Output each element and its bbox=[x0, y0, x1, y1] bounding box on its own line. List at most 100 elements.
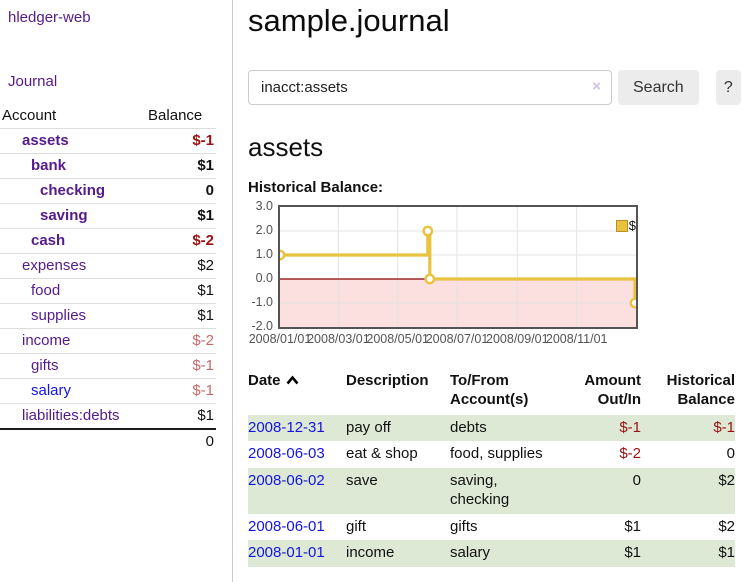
transaction-amount: $1 bbox=[624, 544, 641, 562]
y-tick-label: -1.0 bbox=[251, 295, 273, 309]
account-row-assets: assets $-1 bbox=[0, 128, 216, 154]
data-point-marker bbox=[422, 225, 434, 237]
account-link-checking[interactable]: checking bbox=[40, 182, 106, 199]
search-box: × bbox=[248, 70, 612, 105]
account-row-supplies: supplies $1 bbox=[0, 303, 216, 329]
chart-title: Historical Balance: bbox=[248, 179, 384, 196]
account-link-liabilities-debts[interactable]: liabilities:debts bbox=[22, 407, 120, 424]
x-tick-label: 2008/03/01 bbox=[307, 332, 370, 346]
clear-search-icon[interactable]: × bbox=[592, 78, 601, 95]
account-link-income[interactable]: income bbox=[22, 332, 71, 349]
main-content: sample.journal × Search ? assets Histori… bbox=[233, 0, 741, 582]
chart-canvas bbox=[278, 205, 638, 329]
transaction-description: save bbox=[346, 472, 378, 489]
account-link-expenses[interactable]: expenses bbox=[22, 257, 87, 274]
accounts-total-row: 0 bbox=[0, 428, 216, 454]
legend-label: $ bbox=[628, 218, 636, 233]
account-row-salary: salary $-1 bbox=[0, 378, 216, 404]
legend-swatch-icon bbox=[615, 219, 628, 232]
search-input[interactable] bbox=[248, 70, 612, 105]
accounts-header-row: Account Balance bbox=[0, 104, 216, 129]
transaction-amount: $1 bbox=[624, 517, 641, 535]
account-balance: $1 bbox=[146, 203, 216, 229]
account-row-bank: bank $1 bbox=[0, 153, 216, 179]
account-link-food[interactable]: food bbox=[31, 282, 61, 299]
accounts-header-balance: Balance bbox=[146, 104, 216, 129]
chart-plot-area: $ 2008/01/01 2008/03/01 2008/05/01 2008/… bbox=[249, 205, 638, 348]
search-button[interactable]: Search bbox=[618, 70, 699, 105]
account-row-gifts: gifts $-1 bbox=[0, 353, 216, 379]
spacer-cell bbox=[0, 428, 147, 454]
help-button[interactable]: ? bbox=[715, 70, 741, 105]
transaction-accounts: salary bbox=[450, 544, 491, 562]
register-table: Date Description To/From Account(s) Amou… bbox=[248, 370, 735, 567]
y-tick-label: 0.0 bbox=[255, 271, 273, 285]
transaction-balance: $1 bbox=[718, 544, 735, 562]
account-row-cash: cash $-2 bbox=[0, 228, 216, 254]
register-row: 2008-01-01 income salary $1 $1 bbox=[248, 540, 735, 567]
account-link-bank[interactable]: bank bbox=[31, 157, 67, 174]
register-header-accounts: To/From Account(s) bbox=[450, 372, 529, 408]
x-tick-label: 2008/09/01 bbox=[486, 332, 549, 346]
account-link-saving[interactable]: saving bbox=[40, 207, 88, 224]
register-row: 2008-06-02 save saving, checking 0 $2 bbox=[248, 468, 735, 514]
y-tick-label: 1.0 bbox=[255, 247, 273, 261]
account-link-salary[interactable]: salary bbox=[31, 382, 72, 399]
account-balance: $1 bbox=[146, 153, 216, 179]
y-tick-label: 2.0 bbox=[255, 223, 273, 237]
register-header-row: Date Description To/From Account(s) Amou… bbox=[248, 370, 735, 415]
transaction-accounts: debts bbox=[450, 418, 487, 436]
account-balance: $-2 bbox=[146, 228, 216, 254]
transaction-date-link[interactable]: 2008-06-01 bbox=[248, 517, 325, 535]
transaction-date-link[interactable]: 2008-01-01 bbox=[248, 544, 325, 562]
register-row: 2008-06-01 gift gifts $1 $2 bbox=[248, 514, 735, 541]
transaction-amount: $-2 bbox=[619, 445, 641, 463]
account-balance: $-1 bbox=[146, 128, 216, 154]
account-link-gifts[interactable]: gifts bbox=[31, 357, 59, 374]
transaction-date-link[interactable]: 2008-06-02 bbox=[248, 472, 325, 489]
register-row: 2008-12-31 pay off debts $-1 $-1 bbox=[248, 414, 735, 442]
chart-legend: $ bbox=[615, 218, 636, 233]
register-header-amount: Amount Out/In bbox=[584, 372, 641, 408]
accounts-table: Account Balance assets $-1 bank $1 check… bbox=[0, 104, 216, 454]
account-heading: assets bbox=[248, 132, 324, 162]
data-point-marker bbox=[280, 249, 286, 261]
accounts-header-account: Account bbox=[0, 104, 147, 129]
chart-y-axis: 3.0 2.0 1.0 0.0 -1.0 -2.0 bbox=[248, 199, 278, 333]
account-balance: $1 bbox=[146, 303, 216, 329]
register-header-balance: Historical Balance bbox=[666, 372, 735, 408]
chevron-up-icon bbox=[286, 375, 299, 385]
register-row: 2008-06-03 eat & shop food, supplies $-2… bbox=[248, 441, 735, 468]
account-row-saving: saving $1 bbox=[0, 203, 216, 229]
account-link-assets[interactable]: assets bbox=[22, 132, 69, 149]
account-link-cash[interactable]: cash bbox=[31, 232, 66, 249]
account-balance: $-2 bbox=[146, 328, 216, 354]
transaction-amount: 0 bbox=[632, 472, 641, 489]
transaction-date-link[interactable]: 2008-12-31 bbox=[248, 418, 325, 436]
transaction-description: eat & shop bbox=[346, 445, 418, 463]
register-header-date[interactable]: Date bbox=[248, 370, 346, 415]
account-row-checking: checking 0 bbox=[0, 178, 216, 204]
page-title: sample.journal bbox=[248, 3, 450, 38]
historical-balance-chart: 3.0 2.0 1.0 0.0 -1.0 -2.0 bbox=[248, 199, 741, 348]
sidebar-item-journal[interactable]: Journal bbox=[8, 73, 58, 90]
transaction-balance: 0 bbox=[726, 445, 735, 463]
x-tick-label: 2008/05/01 bbox=[366, 332, 429, 346]
transaction-accounts: saving, checking bbox=[450, 472, 510, 508]
account-row-income: income $-2 bbox=[0, 328, 216, 354]
accounts-total-value: 0 bbox=[146, 428, 216, 454]
account-link-supplies[interactable]: supplies bbox=[31, 307, 87, 324]
transaction-description: gift bbox=[346, 517, 367, 535]
y-tick-label: 3.0 bbox=[255, 199, 273, 213]
transaction-date-link[interactable]: 2008-06-03 bbox=[248, 445, 325, 463]
register-header-description: Description bbox=[346, 372, 429, 389]
chart-x-axis: 2008/01/01 2008/03/01 2008/05/01 2008/07… bbox=[249, 332, 638, 348]
balance-series-markers bbox=[280, 225, 636, 309]
data-point-marker bbox=[629, 297, 636, 309]
transaction-amount: $-1 bbox=[619, 418, 641, 436]
x-tick-label: 2008/07/01 bbox=[425, 332, 489, 346]
account-row-food: food $1 bbox=[0, 278, 216, 304]
app-title-link[interactable]: hledger-web bbox=[8, 9, 91, 26]
account-balance: $1 bbox=[146, 278, 216, 304]
